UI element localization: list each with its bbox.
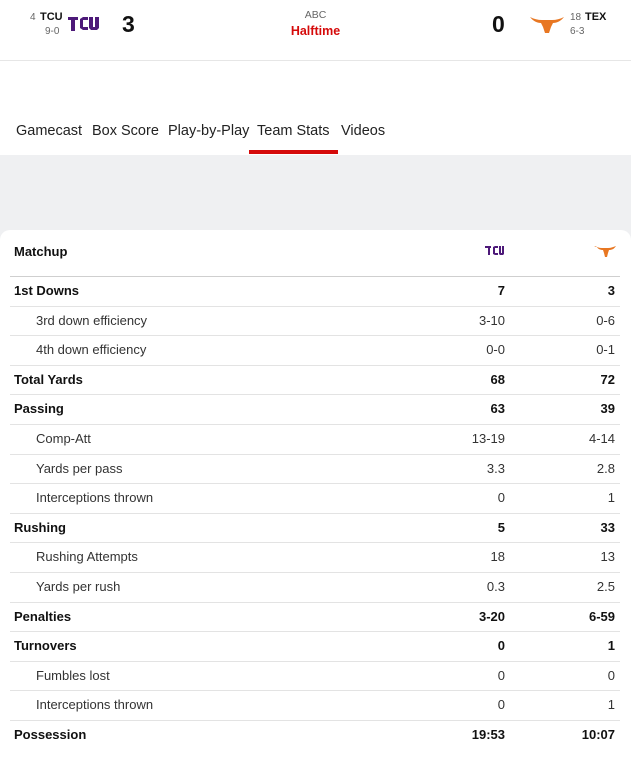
texas-logo-small — [594, 246, 616, 257]
row-divider — [10, 690, 620, 692]
home-value: 39 — [600, 401, 615, 417]
away-value: 63 — [490, 401, 505, 417]
away-value: 0 — [497, 638, 505, 654]
nav-tab[interactable]: Gamecast — [16, 123, 83, 139]
row-divider — [10, 512, 620, 514]
away-value: 0 — [497, 697, 505, 713]
home-value: 0 — [607, 667, 615, 683]
row-divider — [10, 720, 620, 721]
tcu-logo — [68, 17, 99, 31]
home-value: 10:07 — [581, 727, 615, 742]
row-divider — [10, 601, 620, 603]
home-value: 3 — [607, 283, 615, 298]
home-value: 13 — [600, 549, 615, 565]
stat-label: Yards per pass — [36, 460, 123, 476]
nav-tab[interactable]: Play-by-Play — [168, 123, 250, 139]
row-divider — [10, 631, 620, 633]
away-value: 13-19 — [471, 431, 505, 446]
away-value: 3-10 — [478, 312, 505, 328]
stat-label: Rushing Attempts — [36, 549, 138, 565]
row-divider — [10, 394, 620, 396]
away-value: 0.3 — [486, 579, 505, 594]
away-value: 19:53 — [471, 727, 505, 742]
stat-label: Possession — [14, 727, 87, 742]
stat-label: 4th down efficiency — [36, 342, 147, 358]
away-value: 7 — [497, 283, 505, 298]
home-value: 2.8 — [596, 460, 615, 476]
away-value: 3.3 — [486, 460, 505, 476]
row-divider — [10, 424, 620, 425]
row-divider — [10, 305, 620, 307]
table-title: Matchup — [14, 244, 68, 259]
home-value: 6-59 — [588, 608, 615, 624]
home-record: 6-3 — [570, 26, 585, 37]
stat-label: 1st Downs — [14, 283, 80, 298]
home-value: 0-6 — [596, 312, 615, 328]
away-abbr: TCU — [40, 11, 63, 23]
stat-label: Passing — [14, 401, 64, 417]
home-value: 1 — [607, 490, 615, 506]
stat-label: 3rd down efficiency — [36, 312, 148, 328]
home-value: 1 — [607, 697, 615, 713]
home-value: 1 — [607, 638, 615, 654]
away-value: 68 — [490, 371, 505, 387]
scoreboard — [0, 0, 631, 61]
nav-tab[interactable]: Team Stats — [257, 123, 330, 139]
row-divider — [10, 335, 620, 337]
row-divider — [10, 572, 620, 573]
home-abbr: TEX — [585, 11, 607, 23]
stat-label: Interceptions thrown — [36, 490, 154, 506]
game-status: Halftime — [290, 24, 341, 38]
stat-label: Yards per rush — [36, 579, 121, 594]
texas-logo — [530, 17, 564, 33]
away-rank: 4 — [30, 12, 36, 23]
stat-label: Rushing — [14, 519, 66, 535]
stat-label: Fumbles lost — [36, 667, 110, 683]
home-value: 72 — [600, 371, 615, 387]
stat-label: Turnovers — [14, 638, 77, 654]
row-divider — [10, 364, 620, 366]
nav-tab[interactable]: Videos — [341, 123, 386, 139]
nav-tab[interactable]: Box Score — [92, 123, 159, 139]
active-tab-underline — [249, 150, 338, 154]
away-value: 0 — [497, 490, 505, 506]
away-record: 9-0 — [45, 26, 60, 37]
row-divider — [10, 660, 620, 662]
row-divider — [10, 483, 620, 485]
away-value: 3-20 — [478, 608, 505, 624]
away-value: 18 — [490, 549, 505, 565]
home-rank: 18 — [570, 12, 582, 23]
stat-label: Interceptions thrown — [36, 697, 154, 713]
home-value: 2.5 — [596, 579, 615, 594]
away-value: 0 — [497, 667, 505, 683]
network: ABC — [304, 9, 327, 21]
row-divider — [10, 542, 620, 544]
header-divider — [10, 276, 620, 277]
stat-label: Total Yards — [14, 371, 83, 387]
tcu-logo-small — [485, 246, 504, 255]
row-divider — [10, 453, 620, 455]
stat-label: Comp-Att — [36, 431, 91, 446]
home-value: 4-14 — [588, 431, 615, 446]
away-value: 5 — [497, 519, 505, 535]
home-score: 0 — [492, 11, 505, 37]
home-value: 0-1 — [596, 342, 615, 358]
away-score: 3 — [122, 11, 135, 37]
stat-label: Penalties — [14, 608, 72, 624]
away-value: 0-0 — [486, 342, 505, 358]
stats-card — [0, 230, 631, 760]
home-value: 33 — [600, 519, 615, 535]
